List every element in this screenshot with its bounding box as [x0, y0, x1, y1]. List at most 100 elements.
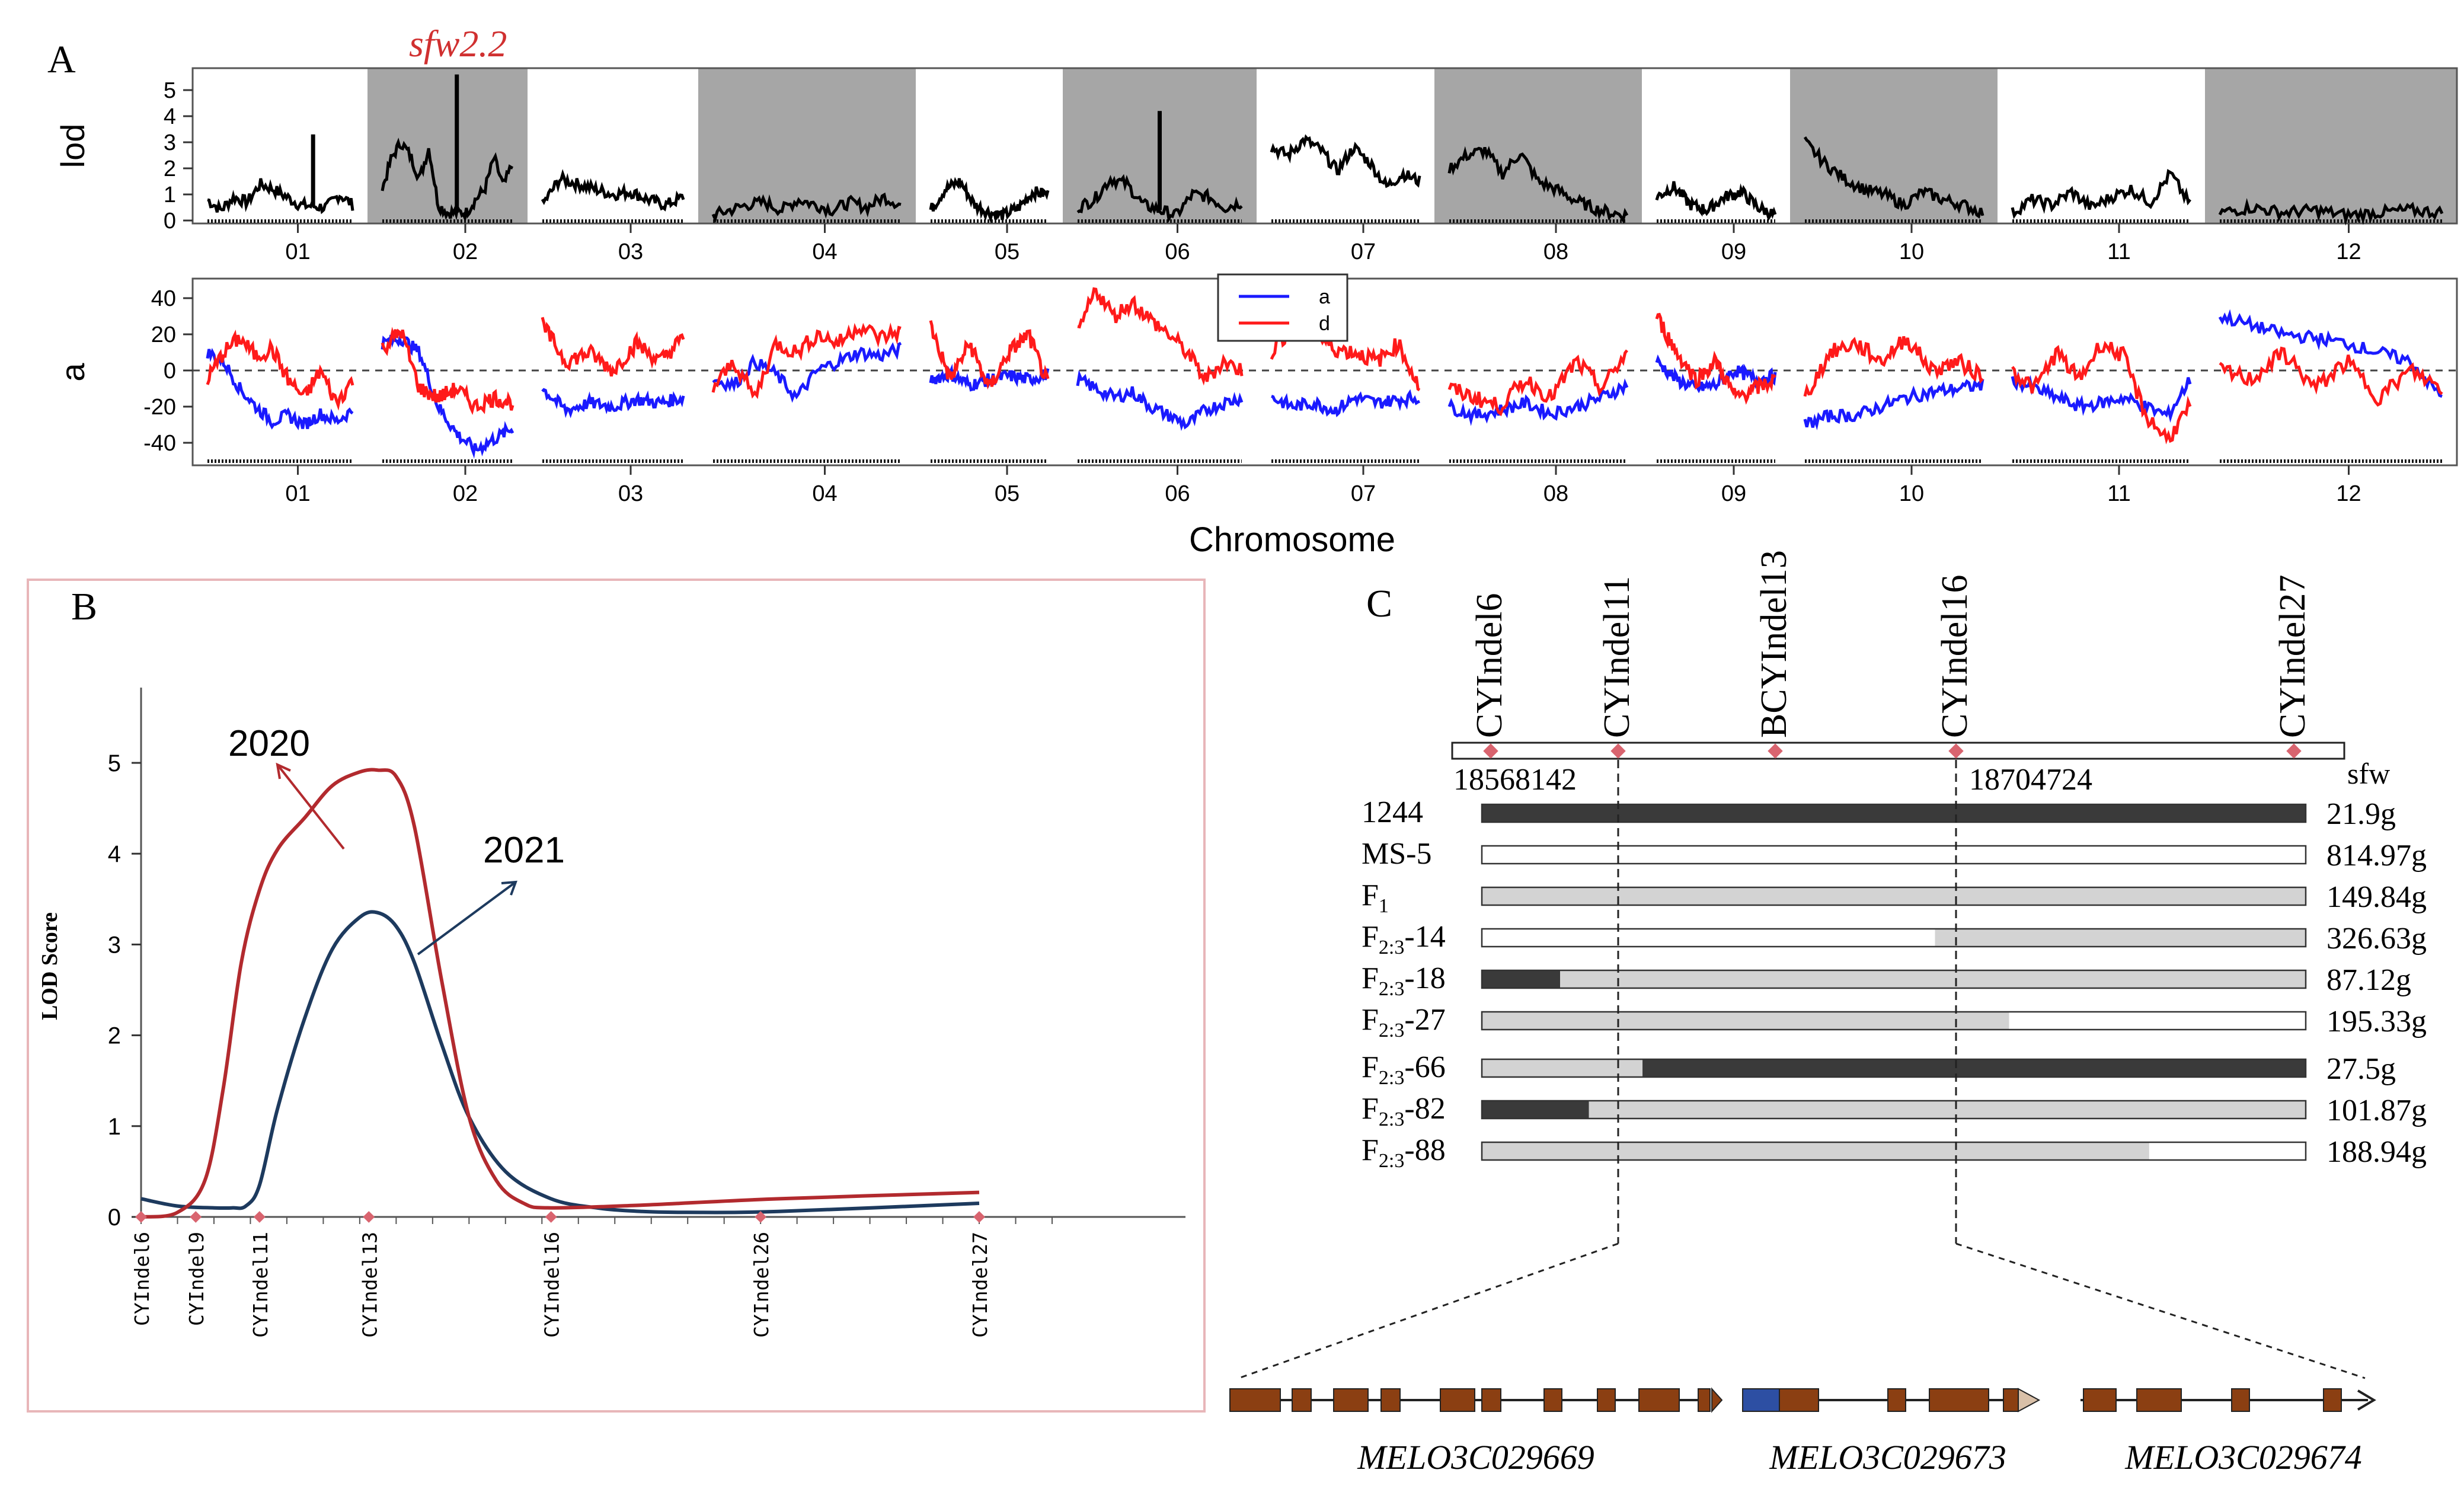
gene-label-MELO3C029674: MELO3C029674 [2124, 1438, 2362, 1477]
lod-chromosome-ticks: 01 02 03 04 05 06 07 08 09 10 11 12 [285, 223, 2361, 264]
genotype-subscript: 2:3 [1379, 1067, 1404, 1089]
genotype-suffix: -82 [1404, 1092, 1445, 1126]
chromosome-band-12 [2205, 68, 2457, 223]
exon [1440, 1388, 1475, 1412]
effect-plot: -40 -20 0 20 40 a 01 02 03 04 05 06 07 08 09 10 11 12 a… [54, 273, 2458, 506]
effect-a-line-chr03 [541, 388, 685, 418]
genotype-segment-dark [1642, 1059, 2306, 1077]
lod-line-chr04 [711, 192, 902, 223]
genotype-suffix: -88 [1404, 1133, 1445, 1167]
exon [1638, 1388, 1680, 1412]
lod-line-chr06 [1076, 174, 1243, 223]
lod-ytick-label-0: 0 [164, 209, 176, 234]
panel-c-label: C [1366, 582, 1392, 625]
genotype-row: F2:3-82 101.87g [1362, 1092, 2427, 1130]
exon [1929, 1388, 1989, 1412]
lod-line-chr11 [2011, 169, 2191, 219]
utr-exon [1742, 1388, 1780, 1412]
lod-xtick-label-08: 08 [1543, 239, 1568, 264]
legend-d-label: d [1319, 312, 1330, 335]
legend-a-label: a [1319, 286, 1330, 308]
genotype-bar-frame [1481, 1011, 2307, 1031]
lod-xtick-label-09: 09 [1721, 239, 1746, 264]
strand-arrow [2357, 1389, 2376, 1411]
panel-b-ytick-label-4: 4 [108, 841, 121, 867]
genotype-row: F1 149.84g [1362, 878, 2427, 917]
lod-ylabel: lod [54, 124, 91, 168]
effect-a-line-chr07 [1271, 389, 1420, 418]
effect-d-line-chr01 [206, 330, 354, 411]
genotype-row: F2:3-27 195.33g [1362, 1003, 2427, 1041]
strand-arrow [1711, 1387, 1723, 1413]
lod-xtick-label-07: 07 [1351, 239, 1376, 264]
genotype-segment-white [2149, 1142, 2306, 1160]
genotype-sfw-value: 195.33g [2326, 1005, 2427, 1039]
lod-line-chr08 [1447, 146, 1629, 224]
effect-ytick-label-0: 0 [164, 359, 176, 384]
effect-a-line-chr08 [1447, 378, 1629, 426]
marker-diamond-CYIndel13 [363, 1211, 375, 1223]
effect-d-line-chr06 [1077, 287, 1244, 386]
lod-line-chr01 [207, 178, 354, 215]
qtl-label: sfw2.2 [409, 23, 507, 65]
exon [1481, 1388, 1501, 1412]
effect-ytick-label--40: -40 [143, 431, 176, 456]
lod-xtick-label-03: 03 [618, 239, 643, 264]
genotype-rows: 1244 21.9g MS-5 814.97g F1 149.84g F2:3-14 326.… [1362, 795, 2427, 1172]
effect-xtick-label-03: 03 [618, 481, 643, 506]
effect-d-line-chr11 [2011, 340, 2192, 445]
genotype-suffix: -27 [1404, 1003, 1445, 1037]
marker-label-CYIndel13: CYIndel13 [358, 1232, 381, 1338]
gene-label-MELO3C029673: MELO3C029673 [1769, 1438, 2006, 1477]
panel-b-ytick-label-0: 0 [108, 1204, 121, 1231]
effect-d-line-chr04 [711, 322, 902, 400]
marker-label-CYIndel26: CYIndel26 [750, 1232, 773, 1338]
genotype-sfw-value: 101.87g [2326, 1094, 2427, 1127]
arrow-2021-head [501, 880, 517, 896]
effect-d-line-chr10 [1803, 336, 1984, 397]
panel-b-ylabel: LOD Score [37, 912, 62, 1020]
lod-line-chr12 [2218, 198, 2444, 226]
genotype-row: F2:3-66 27.5g [1362, 1050, 2396, 1089]
exon [2136, 1388, 2182, 1412]
genotype-segment-white [1482, 929, 1935, 947]
lod-line-chr09 [1655, 181, 1777, 222]
exon [2003, 1388, 2019, 1412]
effect-a-line-chr12 [2218, 309, 2443, 398]
marker-label-CYIndel11: CYIndel11 [249, 1232, 272, 1338]
panel-b-ytick-label-2: 2 [108, 1023, 121, 1049]
lod-ytick-label-4: 4 [164, 104, 176, 129]
lod-xtick-label-05: 05 [995, 239, 1020, 264]
exon [1229, 1388, 1281, 1412]
genotype-subscript: 1 [1379, 895, 1389, 917]
marker-label-CYIndel16: CYIndel16 [1935, 574, 1975, 738]
genotype-subscript: 2:3 [1379, 937, 1404, 958]
lod-line-chr05 [929, 177, 1050, 224]
panel-b-y-ticks: 0 1 2 3 4 5 [108, 750, 1053, 1231]
panel-b-ytick-label-5: 5 [108, 750, 121, 777]
lod-xtick-label-11: 11 [2107, 239, 2130, 264]
genotype-row: F2:3-14 326.63g [1362, 920, 2427, 958]
position-right: 18704724 [1969, 763, 2092, 797]
genotype-bar-frame [1481, 928, 2307, 948]
effect-xtick-label-05: 05 [995, 481, 1020, 506]
lod-curves [207, 74, 2444, 226]
effect-d-line-chr09 [1655, 312, 1776, 405]
genotype-sfw-value: 149.84g [2326, 880, 2427, 914]
arrow-2021 [417, 881, 517, 956]
lod-ytick-label-5: 5 [164, 78, 176, 103]
chromosome-band-08 [1434, 68, 1642, 223]
lod-xtick-label-10: 10 [1899, 239, 1924, 264]
genotype-segment-grey [1482, 1059, 1643, 1077]
genotype-segment-grey [1560, 970, 2306, 988]
marker-label-CYIndel27: CYIndel27 [969, 1232, 992, 1338]
chromosome-segment-bar [1451, 742, 2345, 760]
genotype-subscript: 2:3 [1379, 1020, 1404, 1041]
marker-label-CYIndel16: CYIndel16 [541, 1232, 564, 1338]
lod-line-chr03 [541, 169, 685, 212]
lod-xtick-label-01: 01 [285, 239, 310, 264]
marker-diamond-CYIndel6 [135, 1211, 147, 1223]
lod-xtick-label-04: 04 [812, 239, 837, 264]
